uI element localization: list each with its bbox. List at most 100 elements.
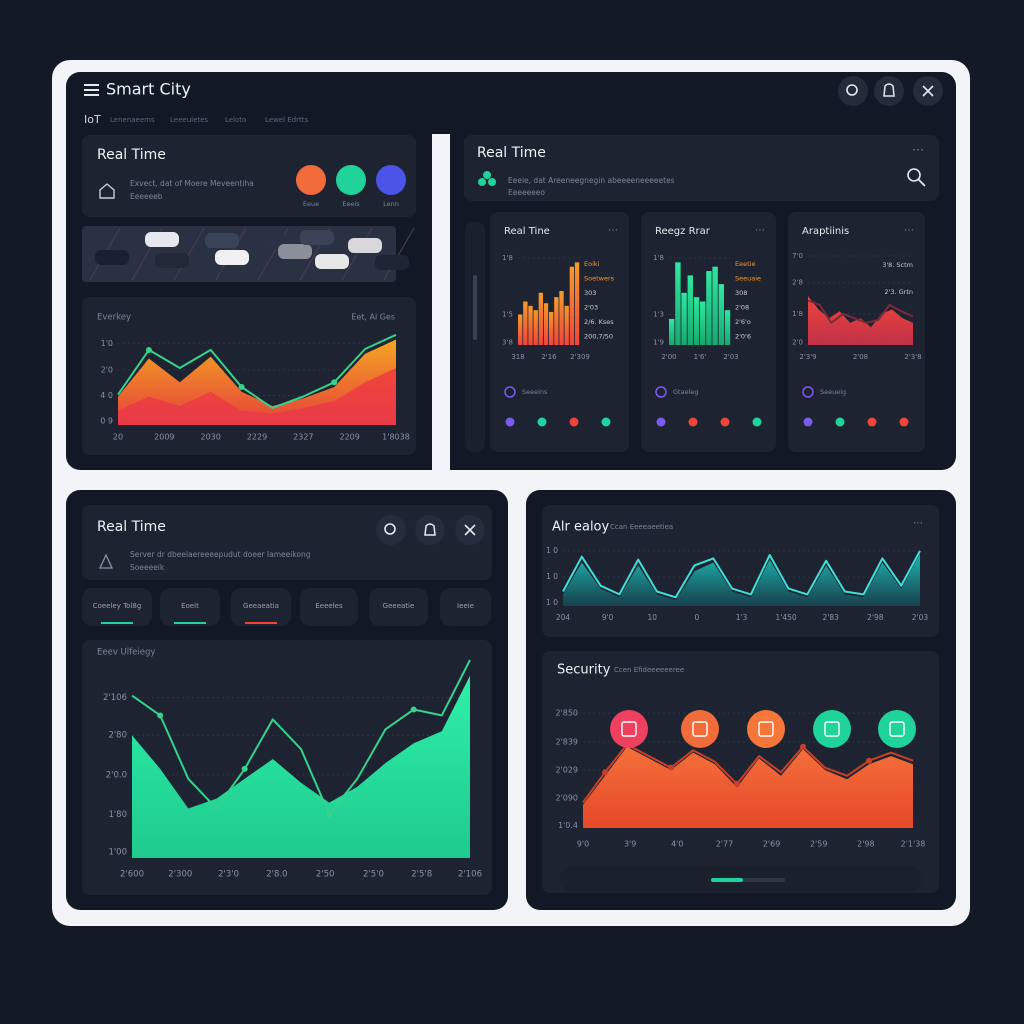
header-button[interactable]	[415, 515, 445, 545]
status-icon	[720, 417, 730, 427]
home-icon	[99, 183, 115, 199]
category-button[interactable]	[681, 710, 719, 748]
point	[800, 743, 806, 750]
label: Eet, Al Ges	[351, 313, 395, 322]
category-button[interactable]	[610, 710, 648, 748]
x-tick-label: 2327	[293, 433, 313, 442]
x-tick-label: 10	[647, 613, 657, 622]
bar	[549, 311, 554, 345]
close-icon	[922, 85, 934, 97]
tab-label: Geeaeatia	[243, 602, 279, 610]
bar	[554, 297, 559, 345]
area	[132, 675, 470, 858]
point	[668, 764, 674, 771]
tab[interactable]	[231, 588, 291, 626]
header-button[interactable]	[874, 76, 904, 106]
metric-label: 2'08	[735, 304, 749, 312]
x-tick-label: 2'106	[458, 870, 482, 880]
status-icon	[867, 417, 877, 427]
card-title: Security	[557, 663, 611, 678]
nav-tab: IoT	[84, 113, 101, 126]
action-button[interactable]	[296, 165, 326, 195]
bar	[559, 291, 564, 345]
tab[interactable]	[440, 588, 491, 626]
y-tick-label: 2'80	[108, 731, 127, 741]
y-tick-label: 2'0.0	[106, 770, 127, 780]
y-tick-label: 7'0	[792, 252, 803, 260]
y-tick-label: 2'0	[792, 338, 803, 346]
category-button[interactable]	[878, 710, 916, 748]
tab-indicator	[101, 622, 133, 624]
tab[interactable]	[369, 588, 428, 626]
x-tick-label: 2'309	[570, 353, 590, 361]
search-handle	[917, 178, 926, 187]
y-tick-label: 2'8	[792, 279, 803, 287]
nav-tab: Lewel Edrtts	[265, 116, 309, 124]
legend-dot	[504, 386, 516, 398]
label: Server dr dbeeiaereeeepudut doeer lameei…	[130, 550, 311, 559]
x-tick-label: 2'600	[120, 870, 144, 880]
status-icon	[601, 417, 611, 427]
y-tick-label: 2'839	[555, 738, 578, 747]
car	[278, 244, 312, 259]
user-icon	[98, 553, 114, 569]
tab-label: Ieeie	[457, 602, 474, 610]
x-tick-label: 9'0	[577, 840, 589, 849]
x-tick-label: 2'300	[168, 870, 192, 880]
x-tick-label: 4'0	[671, 840, 683, 849]
divider	[432, 134, 450, 474]
legend-label: Seeeins	[522, 388, 548, 396]
x-tick-label: 2'3'0	[218, 870, 239, 880]
metric-label: 2'03	[584, 304, 598, 312]
x-tick-label: 2030	[200, 433, 220, 442]
header-button[interactable]	[838, 76, 868, 106]
bar	[669, 318, 675, 345]
line	[117, 333, 397, 409]
y-tick-label: 1'80	[108, 810, 127, 820]
menu-icon[interactable]	[84, 89, 99, 91]
bar	[724, 310, 731, 345]
point	[241, 765, 248, 772]
card-title: Real Time	[97, 519, 166, 535]
metric-label: Seeuaie	[735, 275, 761, 283]
car	[315, 254, 349, 269]
tab[interactable]	[82, 588, 152, 626]
y-tick-label: 1 0	[546, 598, 558, 607]
menu-icon[interactable]	[84, 84, 99, 86]
category-button[interactable]	[813, 710, 851, 748]
card-title: Araptiinis	[802, 226, 849, 237]
more-icon: ⋯	[912, 143, 924, 157]
bar	[574, 262, 580, 345]
x-tick-label: 2'59	[810, 840, 827, 849]
tab[interactable]	[300, 588, 358, 626]
tab[interactable]	[160, 588, 220, 626]
x-tick-label: 2'83	[823, 613, 840, 622]
label: Everkey	[97, 313, 131, 323]
header-button[interactable]	[376, 515, 406, 545]
y-tick-label: 4 0	[100, 391, 113, 400]
y-tick-label: 1 0	[546, 572, 558, 581]
line	[582, 743, 914, 804]
x-tick-label: 2'16	[541, 353, 557, 361]
car	[205, 233, 239, 248]
tab-label: Eoeit	[181, 602, 199, 610]
category-glyph	[758, 721, 774, 737]
y-tick-label: 1'8	[502, 254, 513, 262]
category-button[interactable]	[747, 710, 785, 748]
action-button[interactable]	[376, 165, 406, 195]
line	[807, 299, 914, 324]
car	[300, 230, 334, 245]
legend-label: Seeueig	[820, 388, 846, 396]
bar	[523, 301, 528, 345]
status-icon	[656, 417, 666, 427]
label: Ccan Eeeeaeetiea	[610, 523, 673, 531]
car	[145, 232, 179, 247]
x-tick-label: 1'450	[776, 613, 797, 622]
action-button[interactable]	[336, 165, 366, 195]
status-icon	[835, 417, 845, 427]
label: Eeeeeeeo	[508, 188, 545, 197]
category-glyph	[889, 721, 905, 737]
label: Lenn	[383, 200, 399, 208]
menu-icon[interactable]	[84, 94, 99, 96]
status-icon	[752, 417, 762, 427]
